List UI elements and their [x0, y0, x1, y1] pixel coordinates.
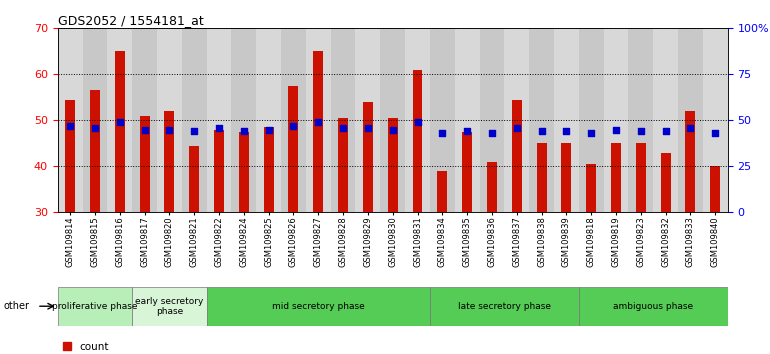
Point: [709, 130, 721, 136]
Text: other: other: [4, 301, 30, 311]
Point: [387, 127, 399, 132]
Point: [486, 130, 498, 136]
Point: [287, 123, 300, 129]
Text: GDS2052 / 1554181_at: GDS2052 / 1554181_at: [58, 14, 203, 27]
Point: [213, 125, 225, 131]
Bar: [281, 28, 306, 212]
Text: late secretory phase: late secretory phase: [458, 302, 551, 311]
Legend: count, percentile rank within the sample: count, percentile rank within the sample: [63, 342, 256, 354]
Bar: [611, 143, 621, 212]
Bar: [214, 130, 224, 212]
Point: [685, 125, 697, 131]
Bar: [363, 102, 373, 212]
Point: [659, 129, 671, 134]
Bar: [504, 28, 529, 212]
Bar: [139, 116, 149, 212]
Bar: [58, 287, 132, 326]
Text: proliferative phase: proliferative phase: [52, 302, 138, 311]
Bar: [529, 28, 554, 212]
Bar: [330, 28, 356, 212]
Point: [436, 130, 448, 136]
Bar: [115, 51, 125, 212]
Bar: [289, 86, 299, 212]
Point: [64, 123, 76, 129]
Point: [634, 129, 647, 134]
Point: [585, 130, 598, 136]
Point: [362, 125, 374, 131]
Bar: [480, 28, 504, 212]
Point: [561, 129, 573, 134]
Point: [89, 125, 101, 131]
Bar: [685, 111, 695, 212]
Bar: [413, 70, 423, 212]
Point: [188, 129, 200, 134]
Point: [411, 119, 424, 125]
Bar: [380, 28, 405, 212]
Point: [263, 127, 275, 132]
Bar: [132, 287, 206, 326]
Point: [461, 129, 474, 134]
Bar: [189, 146, 199, 212]
Bar: [430, 287, 579, 326]
Bar: [263, 127, 273, 212]
Bar: [306, 28, 330, 212]
Point: [535, 129, 547, 134]
Bar: [256, 28, 281, 212]
Bar: [338, 118, 348, 212]
Bar: [65, 100, 75, 212]
Bar: [82, 28, 107, 212]
Bar: [554, 28, 579, 212]
Bar: [579, 28, 604, 212]
Bar: [58, 28, 82, 212]
Bar: [313, 51, 323, 212]
Text: mid secretory phase: mid secretory phase: [272, 302, 365, 311]
Bar: [703, 28, 728, 212]
Bar: [405, 28, 430, 212]
Bar: [710, 166, 720, 212]
Bar: [487, 162, 497, 212]
Bar: [232, 28, 256, 212]
Point: [163, 127, 176, 132]
Bar: [165, 111, 174, 212]
Point: [238, 129, 250, 134]
Bar: [455, 28, 480, 212]
Point: [511, 125, 523, 131]
Bar: [356, 28, 380, 212]
Text: ambiguous phase: ambiguous phase: [613, 302, 693, 311]
Bar: [678, 28, 703, 212]
Point: [312, 119, 324, 125]
Bar: [132, 28, 157, 212]
Bar: [586, 164, 596, 212]
Bar: [561, 143, 571, 212]
Point: [114, 119, 126, 125]
Bar: [107, 28, 132, 212]
Bar: [157, 28, 182, 212]
Bar: [206, 287, 430, 326]
Point: [139, 127, 151, 132]
Bar: [579, 287, 728, 326]
Bar: [537, 143, 547, 212]
Bar: [653, 28, 678, 212]
Bar: [430, 28, 455, 212]
Bar: [90, 91, 100, 212]
Point: [337, 125, 350, 131]
Text: early secretory
phase: early secretory phase: [136, 297, 203, 316]
Bar: [661, 153, 671, 212]
Bar: [512, 100, 522, 212]
Point: [610, 127, 622, 132]
Bar: [437, 171, 447, 212]
Bar: [182, 28, 206, 212]
Bar: [462, 132, 472, 212]
Bar: [206, 28, 232, 212]
Bar: [636, 143, 646, 212]
Bar: [628, 28, 653, 212]
Bar: [604, 28, 628, 212]
Bar: [239, 132, 249, 212]
Bar: [388, 118, 397, 212]
